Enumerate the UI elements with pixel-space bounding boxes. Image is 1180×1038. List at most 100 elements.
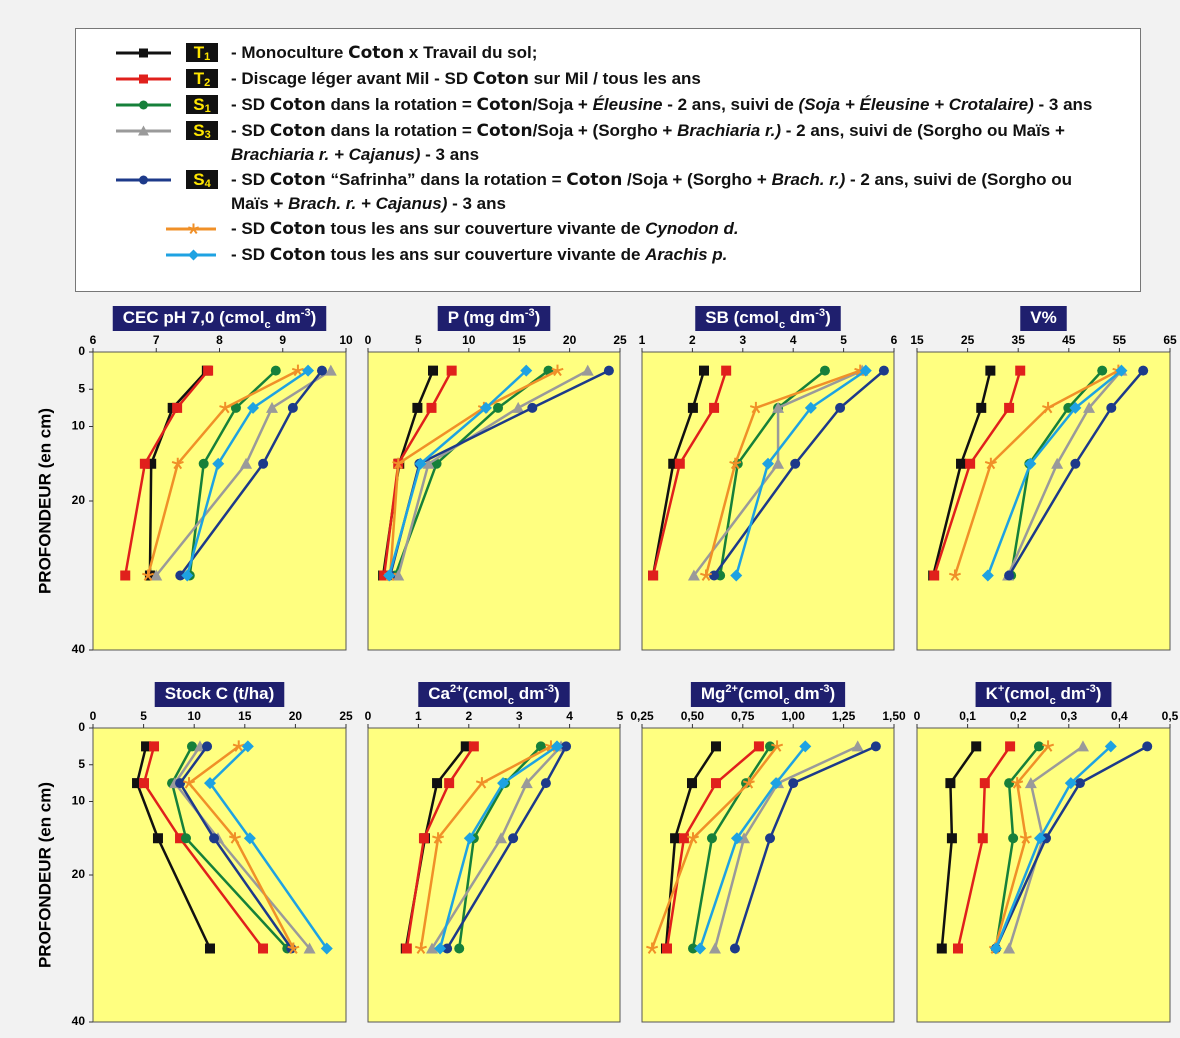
marker: [303, 942, 316, 954]
marker: [646, 942, 659, 954]
series-line: [387, 369, 528, 576]
legend-text: tous les ans sur couverture vivante de: [325, 245, 646, 264]
x-tick-label: 1: [639, 333, 646, 347]
title-part: ): [825, 308, 831, 327]
marker: [668, 458, 679, 469]
marker: [819, 365, 830, 376]
legend-text: Coton: [472, 69, 529, 89]
title-box: [1020, 306, 1067, 331]
series-line: [704, 369, 861, 576]
panel-title: CEC pH 7,0 (cmolc dm-3): [123, 307, 317, 331]
title-part: dm: [785, 308, 815, 327]
series-line: [664, 745, 718, 949]
marker: [1064, 777, 1077, 790]
marker: [139, 458, 150, 469]
marker: [772, 401, 785, 413]
marker: [971, 741, 982, 752]
x-tick-label: 0,2: [1010, 709, 1027, 723]
series-line: [170, 745, 289, 950]
marker: [742, 777, 755, 789]
marker: [188, 249, 199, 261]
marker: [1024, 457, 1037, 470]
plot-area: [367, 727, 621, 1023]
legend-text: Coton: [269, 245, 326, 265]
marker: [581, 364, 594, 376]
series-line: [713, 745, 859, 949]
marker: [324, 364, 337, 376]
legend-text: Coton: [566, 170, 623, 190]
x-tick-label: 45: [1062, 333, 1076, 347]
marker: [183, 777, 196, 789]
marker: [688, 943, 699, 954]
x-tick-label: 2: [465, 709, 472, 723]
series-line: [692, 369, 863, 577]
x-tick-label: 0,50: [681, 709, 705, 723]
series-line: [691, 745, 772, 949]
marker: [762, 457, 774, 470]
x-tick-label: 25: [339, 709, 353, 723]
marker: [1008, 833, 1019, 844]
marker: [551, 740, 563, 753]
marker: [139, 74, 148, 84]
series-line: [124, 369, 210, 576]
legend-text: - SD: [231, 121, 270, 140]
panel-title: Ca2+(cmolc dm-3): [428, 683, 559, 707]
marker: [287, 402, 298, 413]
marker: [1051, 457, 1064, 469]
legend-text: Brachiaria r. + Cajanus): [231, 145, 421, 164]
marker: [1042, 740, 1055, 752]
marker: [561, 741, 572, 752]
title-part: -3: [820, 683, 830, 695]
series-line: [735, 369, 867, 576]
x-tick-label: 25: [961, 333, 975, 347]
marker: [694, 942, 707, 955]
title-part: Mg: [701, 684, 726, 703]
marker: [401, 943, 412, 954]
marker: [1076, 740, 1089, 752]
marker: [138, 125, 149, 136]
marker: [936, 943, 947, 954]
panel-title: Stock C (t/ha): [165, 684, 275, 703]
marker: [948, 569, 961, 581]
marker: [686, 832, 700, 844]
series-line: [146, 369, 299, 576]
panel-title: SB (cmolc dm-3): [705, 307, 831, 331]
x-tick-label: 5: [140, 709, 147, 723]
marker: [520, 364, 533, 377]
x-tick-label: 10: [339, 333, 353, 347]
marker: [463, 832, 476, 845]
marker: [661, 943, 672, 954]
marker: [181, 833, 192, 844]
marker: [232, 740, 245, 752]
marker: [648, 570, 659, 581]
plot-area: [641, 727, 895, 1023]
x-tick-label: 0,4: [1111, 709, 1128, 723]
series-line: [388, 369, 559, 576]
title-part: dm: [514, 684, 544, 703]
legend-symbol: [116, 100, 171, 110]
x-tick-label: 20: [563, 333, 577, 347]
series-line: [438, 745, 558, 949]
x-tick-label: 2: [689, 333, 696, 347]
marker: [698, 365, 709, 376]
legend-text: “Safrinha” dans la rotation =: [325, 170, 567, 189]
marker: [240, 457, 253, 469]
marker: [729, 457, 742, 470]
badge-letter: S: [193, 170, 205, 189]
marker: [699, 569, 713, 581]
marker: [770, 777, 783, 790]
title-box: [112, 306, 327, 331]
legend-entry: - SD Coton tous les ans sur couverture v…: [76, 217, 1111, 241]
x-tick-label: 1,25: [832, 709, 856, 723]
legend-text: /Soja +: [532, 95, 593, 114]
marker: [1015, 365, 1026, 376]
marker: [497, 777, 510, 790]
legend-symbol: [166, 223, 216, 235]
marker: [241, 740, 254, 753]
marker: [243, 832, 256, 845]
marker: [1003, 942, 1016, 954]
legend-text: - 2 ans, suivi de (Sorgho ou Maïs +: [231, 170, 1072, 213]
marker: [527, 402, 538, 413]
marker: [454, 943, 465, 954]
